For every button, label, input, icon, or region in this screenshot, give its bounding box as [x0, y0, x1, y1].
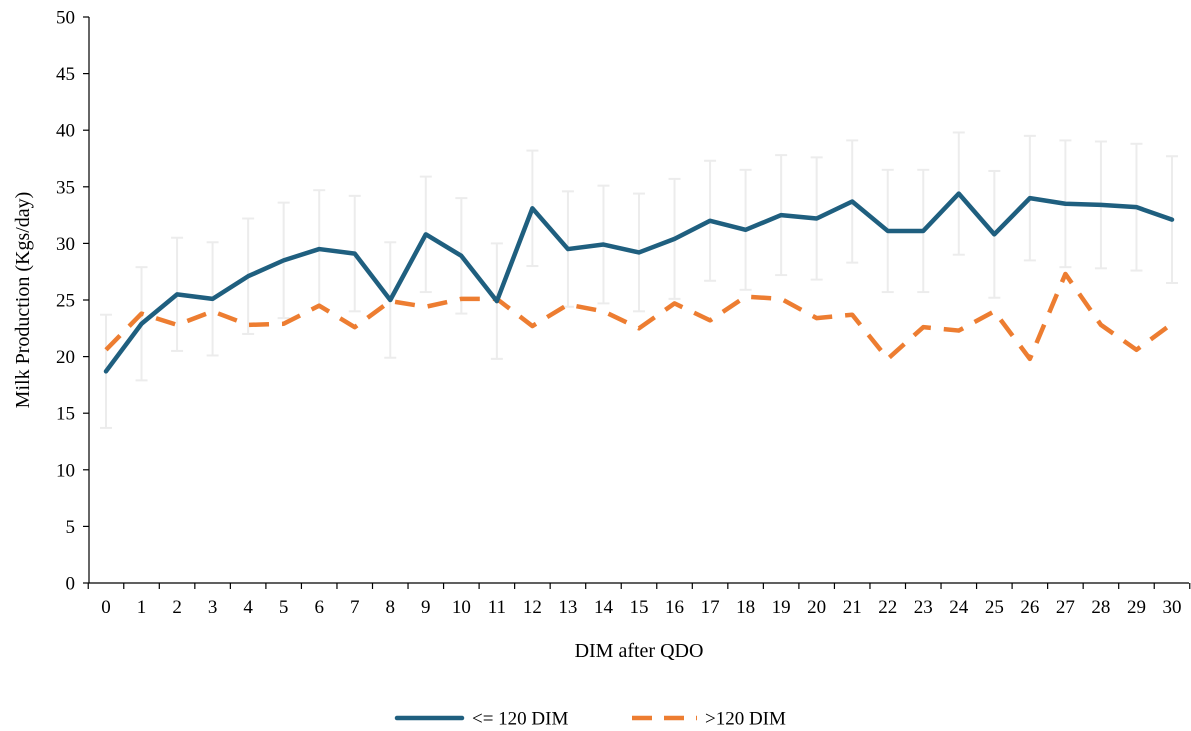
- x-tick-label: 26: [1020, 597, 1039, 618]
- series-line: [104, 271, 1174, 362]
- series-lines: [103, 191, 1175, 374]
- x-tick-label: 24: [949, 597, 969, 618]
- y-tick-label: 45: [56, 64, 75, 85]
- legend-item: <= 120 DIM: [394, 709, 568, 730]
- x-tick-label: 29: [1127, 597, 1146, 618]
- x-tick-label: 16: [665, 597, 684, 618]
- y-tick-label: 40: [56, 121, 75, 142]
- x-tick-label: 10: [452, 597, 471, 618]
- y-tick-label: 0: [66, 574, 76, 595]
- error-bars: [100, 131, 1178, 429]
- x-tick-label: 0: [101, 597, 111, 618]
- x-tick-label: 15: [630, 597, 649, 618]
- x-tick-label: 21: [843, 597, 862, 618]
- y-tick-label: 35: [56, 177, 75, 198]
- x-tick-label: 20: [807, 597, 826, 618]
- x-tick-label: 18: [736, 597, 755, 618]
- x-tick-label: 6: [314, 597, 324, 618]
- x-tick-label: 19: [772, 597, 791, 618]
- y-tick-label: 20: [56, 347, 75, 368]
- x-tick-label: 11: [488, 597, 506, 618]
- y-axis-ticks: 0 5 10 15 20 25 30 35 40 45 50: [56, 8, 89, 595]
- x-tick-label: 17: [701, 597, 720, 618]
- series-line: [103, 191, 1175, 374]
- y-tick-label: 5: [66, 517, 76, 538]
- x-tick-label: 1: [137, 597, 147, 618]
- x-tick-label: 28: [1091, 597, 1110, 618]
- y-tick-label: 10: [56, 460, 75, 481]
- x-tick-label: 3: [208, 597, 218, 618]
- legend-label: <= 120 DIM: [472, 709, 568, 730]
- x-tick-label: 25: [985, 597, 1004, 618]
- x-tick-label: 22: [878, 597, 897, 618]
- legend: <= 120 DIM >120 DIM: [394, 709, 786, 730]
- x-tick-label: 4: [243, 597, 253, 618]
- x-tick-label: 27: [1056, 597, 1075, 618]
- x-tick-label: 12: [523, 597, 542, 618]
- y-tick-label: 30: [56, 234, 75, 255]
- y-tick-label: 15: [56, 404, 75, 425]
- y-axis-title: Milk Production (Kgs/day): [12, 192, 34, 409]
- x-tick-label: 9: [421, 597, 431, 618]
- legend-item: >120 DIM: [632, 709, 786, 730]
- x-tick-label: 23: [914, 597, 933, 618]
- x-axis-title: DIM after QDO: [575, 640, 704, 662]
- x-tick-label: 7: [350, 597, 360, 618]
- legend-label: >120 DIM: [705, 709, 786, 730]
- x-tick-label: 2: [172, 597, 182, 618]
- y-tick-label: 50: [56, 8, 75, 29]
- x-axis-ticks: 0 1 2 3 4 5 6 7 8 9 10 11 12 13 14 15 16 17 18 19 20 21 22 23 24…: [87, 583, 1191, 618]
- x-tick-label: 8: [386, 597, 396, 618]
- x-tick-label: 30: [1163, 597, 1182, 618]
- x-tick-label: 14: [594, 597, 614, 618]
- x-tick-label: 5: [279, 597, 289, 618]
- x-tick-label: 13: [558, 597, 577, 618]
- y-tick-label: 25: [56, 291, 75, 312]
